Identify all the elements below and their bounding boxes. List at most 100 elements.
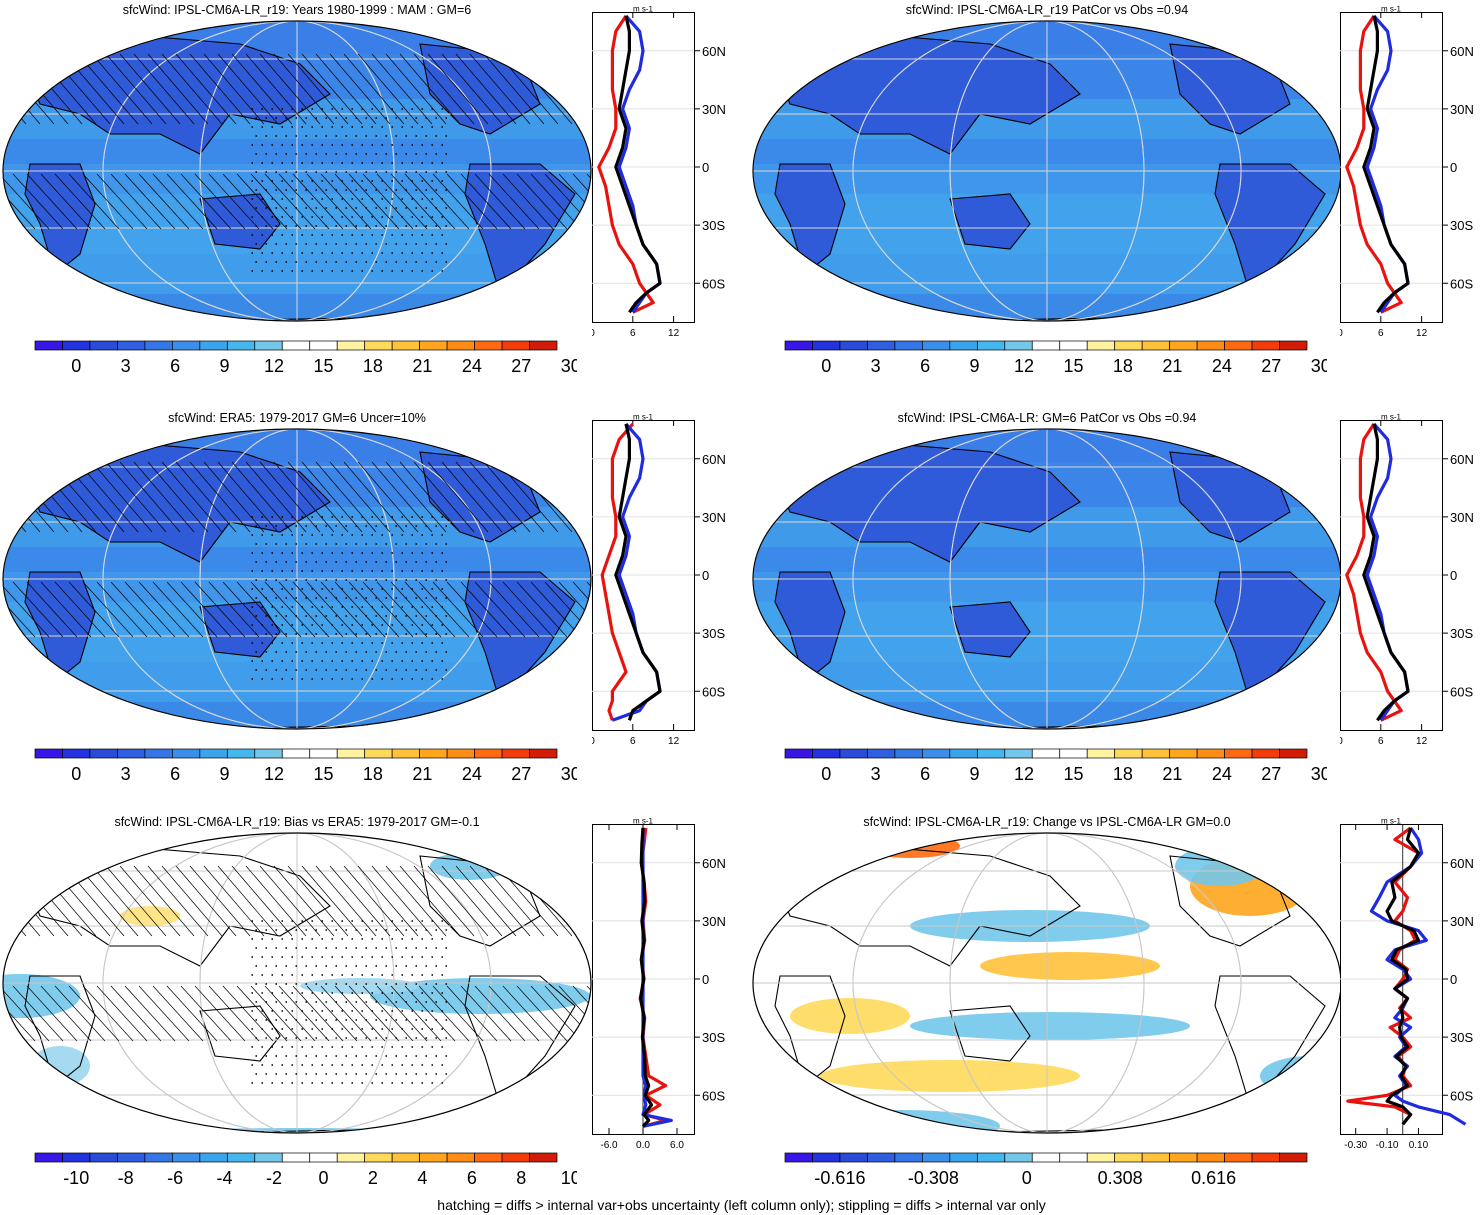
stipple-dot (355, 1073, 358, 1075)
profile-y-tick-label: 30S (1450, 626, 1473, 641)
stipple-dot (315, 543, 318, 545)
hatch-line (236, 173, 288, 230)
stipple-dot (371, 234, 374, 236)
stipple-dot (275, 1055, 278, 1057)
stipple-dot (371, 552, 374, 554)
colorbar-swatch (1251, 748, 1280, 759)
hatch-line (329, 53, 391, 125)
stipple-dot (301, 1064, 304, 1066)
stipple-dot (275, 243, 278, 245)
stipple-dot (375, 615, 378, 617)
hatch-line (469, 461, 531, 533)
stipple-dot (395, 225, 398, 227)
stipple-dot (325, 189, 328, 191)
stipple-dot (305, 261, 308, 263)
stipple-dot (391, 588, 394, 590)
stipple-dot (355, 947, 358, 949)
hatch-line (572, 173, 591, 230)
stipple-dot (401, 974, 404, 976)
stipple-dot (351, 1064, 354, 1066)
stipple-dot (291, 552, 294, 554)
stipple-dot (391, 552, 394, 554)
stipple-dot (251, 198, 254, 200)
stipple-dot (361, 198, 364, 200)
stipple-dot (351, 606, 354, 608)
stipple-dot (315, 669, 318, 671)
stipple-dot (261, 1064, 264, 1066)
profile-unit: m s-1 (633, 6, 654, 14)
stipple-dot (255, 983, 258, 985)
stipple-dot (441, 920, 444, 922)
hatch-line (371, 461, 433, 533)
stipple-dot (365, 207, 368, 209)
stipple-dot (361, 1028, 364, 1030)
stipple-dot (405, 1001, 408, 1003)
colorbar-swatch (89, 748, 118, 759)
stipple-dot (361, 1046, 364, 1048)
stipple-dot (291, 252, 294, 254)
stipple-dot (345, 1055, 348, 1057)
stipple-dot (405, 669, 408, 671)
colorbar-swatch (1059, 340, 1088, 351)
stipple-dot (421, 180, 424, 182)
stipple-dot (301, 1082, 304, 1084)
stipple-dot (301, 660, 304, 662)
stipple-dot (385, 135, 388, 137)
stipple-dot (335, 207, 338, 209)
hatch-line (147, 865, 209, 937)
stipple-dot (345, 135, 348, 137)
stipple-dot (371, 642, 374, 644)
stipple-dot (255, 171, 258, 173)
stipple-dot (421, 108, 424, 110)
stipple-dot (385, 225, 388, 227)
stipple-dot (331, 606, 334, 608)
colorbar-swatch (922, 1152, 951, 1163)
profile-x-tick-label: -0.10 (1376, 1140, 1399, 1151)
colorbar: -0.616 -0.308 0 0.308 0.616 (784, 1152, 1308, 1188)
stipple-dot (371, 660, 374, 662)
stipple-dot (371, 956, 374, 958)
colorbar-swatch (949, 340, 978, 351)
colorbar-swatch (364, 748, 393, 759)
stipple-dot (395, 135, 398, 137)
hatch-line (469, 865, 531, 937)
stipple-dot (331, 534, 334, 536)
stipple-dot (425, 669, 428, 671)
stipple-dot (331, 1028, 334, 1030)
colorbar-swatch (501, 1152, 530, 1163)
stipple-dot (295, 1055, 298, 1057)
stipple-dot (335, 965, 338, 967)
colorbar-swatch (894, 1152, 923, 1163)
hatch-line (348, 173, 400, 230)
stipple-dot (411, 588, 414, 590)
stipple-dot (261, 516, 264, 518)
stipple-dot (395, 1037, 398, 1039)
stipple-dot (385, 543, 388, 545)
stipple-dot (271, 234, 274, 236)
stipple-dot (285, 633, 288, 635)
stipple-dot (251, 588, 254, 590)
stipple-dot (441, 144, 444, 146)
stipple-dot (441, 234, 444, 236)
stipple-dot (411, 938, 414, 940)
stipple-dot (425, 615, 428, 617)
stipple-dot (315, 651, 318, 653)
stipple-dot (351, 660, 354, 662)
colorbar-swatch (144, 748, 173, 759)
hatch-line (133, 53, 195, 125)
colorbar-swatch (172, 1152, 201, 1163)
stipple-dot (345, 1073, 348, 1075)
stipple-dot (411, 270, 414, 272)
hatch-line (427, 865, 489, 937)
hatch-line (362, 985, 414, 1042)
colorbar-swatch (89, 1152, 118, 1163)
colorbar-tick-label: 12 (1014, 764, 1034, 784)
hatch-line (474, 173, 526, 230)
stipple-dot (375, 1019, 378, 1021)
stipple-dot (381, 660, 384, 662)
stipple-dot (261, 108, 264, 110)
colorbar-swatch (89, 340, 118, 351)
stipple-dot (251, 678, 254, 680)
stipple-dot (351, 516, 354, 518)
